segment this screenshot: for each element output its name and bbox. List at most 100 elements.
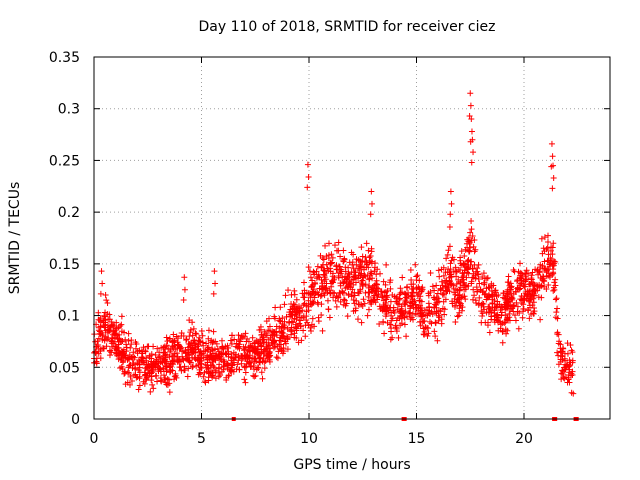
data-point bbox=[326, 314, 333, 321]
data-point bbox=[218, 357, 225, 364]
data-point bbox=[251, 373, 258, 380]
x-tick-label: 10 bbox=[300, 431, 318, 447]
data-point bbox=[404, 283, 411, 290]
data-point bbox=[309, 300, 316, 307]
data-point bbox=[303, 289, 310, 296]
data-point bbox=[199, 332, 206, 339]
data-point bbox=[316, 274, 323, 281]
data-point bbox=[161, 349, 168, 356]
data-point bbox=[368, 286, 375, 293]
data-point bbox=[409, 289, 416, 296]
data-point bbox=[283, 313, 290, 320]
data-point bbox=[318, 292, 325, 299]
data-point bbox=[317, 252, 324, 259]
data-point bbox=[314, 299, 321, 306]
data-point bbox=[135, 386, 142, 393]
data-point bbox=[246, 355, 253, 362]
x-tick-label: 5 bbox=[197, 431, 206, 447]
data-point bbox=[376, 321, 383, 328]
data-point bbox=[126, 381, 133, 388]
data-point bbox=[348, 249, 355, 256]
data-point bbox=[186, 333, 193, 340]
data-point bbox=[195, 337, 202, 344]
data-point bbox=[209, 369, 216, 376]
data-point bbox=[307, 274, 314, 281]
data-point bbox=[350, 281, 357, 288]
data-point bbox=[438, 316, 445, 323]
data-point bbox=[257, 354, 264, 361]
data-point bbox=[228, 341, 235, 348]
y-tick-label: 0.1 bbox=[58, 309, 80, 325]
data-point bbox=[365, 247, 372, 254]
data-point bbox=[540, 265, 547, 272]
data-point bbox=[219, 343, 226, 350]
data-point bbox=[340, 296, 347, 303]
data-point bbox=[196, 338, 203, 345]
data-point bbox=[144, 370, 151, 377]
data-point bbox=[278, 324, 285, 331]
data-point bbox=[189, 319, 196, 326]
data-point bbox=[97, 355, 104, 362]
data-point bbox=[401, 321, 408, 328]
data-point bbox=[515, 268, 522, 275]
data-point bbox=[391, 309, 398, 316]
data-point bbox=[118, 313, 125, 320]
data-point bbox=[167, 348, 174, 355]
data-point bbox=[514, 276, 521, 283]
data-point bbox=[315, 318, 322, 325]
data-point bbox=[257, 323, 264, 330]
data-point bbox=[440, 272, 447, 279]
data-point bbox=[384, 294, 391, 301]
data-point bbox=[358, 319, 365, 326]
data-point bbox=[235, 337, 242, 344]
data-point bbox=[562, 374, 569, 381]
data-point bbox=[389, 334, 396, 341]
data-point bbox=[550, 270, 557, 277]
data-point-spike bbox=[99, 280, 106, 287]
data-point bbox=[529, 269, 536, 276]
data-point bbox=[331, 274, 338, 281]
data-point bbox=[169, 361, 176, 368]
data-point bbox=[446, 243, 453, 250]
data-point bbox=[470, 286, 477, 293]
data-point bbox=[212, 375, 219, 382]
data-point bbox=[259, 358, 266, 365]
y-tick-label: 0.25 bbox=[49, 153, 80, 169]
data-point bbox=[309, 290, 316, 297]
data-point bbox=[379, 293, 386, 300]
data-point bbox=[362, 273, 369, 280]
data-point bbox=[211, 346, 218, 353]
data-point bbox=[163, 363, 170, 370]
data-point bbox=[366, 259, 373, 266]
data-point bbox=[394, 314, 401, 321]
data-point bbox=[340, 258, 347, 265]
data-point bbox=[309, 315, 316, 322]
data-point bbox=[538, 282, 545, 289]
data-point bbox=[514, 284, 521, 291]
data-point bbox=[117, 323, 124, 330]
data-point bbox=[142, 348, 149, 355]
data-point bbox=[328, 260, 335, 267]
data-point bbox=[228, 357, 235, 364]
data-point bbox=[510, 266, 517, 273]
data-point bbox=[558, 348, 565, 355]
data-point bbox=[171, 373, 178, 380]
data-point bbox=[513, 288, 520, 295]
data-point bbox=[339, 274, 346, 281]
data-point bbox=[351, 274, 358, 281]
data-point bbox=[442, 269, 449, 276]
data-point bbox=[362, 254, 369, 261]
data-point bbox=[469, 265, 476, 272]
data-point bbox=[155, 354, 162, 361]
data-point bbox=[411, 297, 418, 304]
data-point bbox=[258, 331, 265, 338]
data-point bbox=[507, 286, 514, 293]
data-point bbox=[527, 293, 534, 300]
data-point bbox=[343, 276, 350, 283]
data-point bbox=[452, 318, 459, 325]
data-point bbox=[205, 335, 212, 342]
data-point bbox=[329, 289, 336, 296]
data-point bbox=[184, 373, 191, 380]
data-point bbox=[293, 334, 300, 341]
data-point bbox=[293, 296, 300, 303]
